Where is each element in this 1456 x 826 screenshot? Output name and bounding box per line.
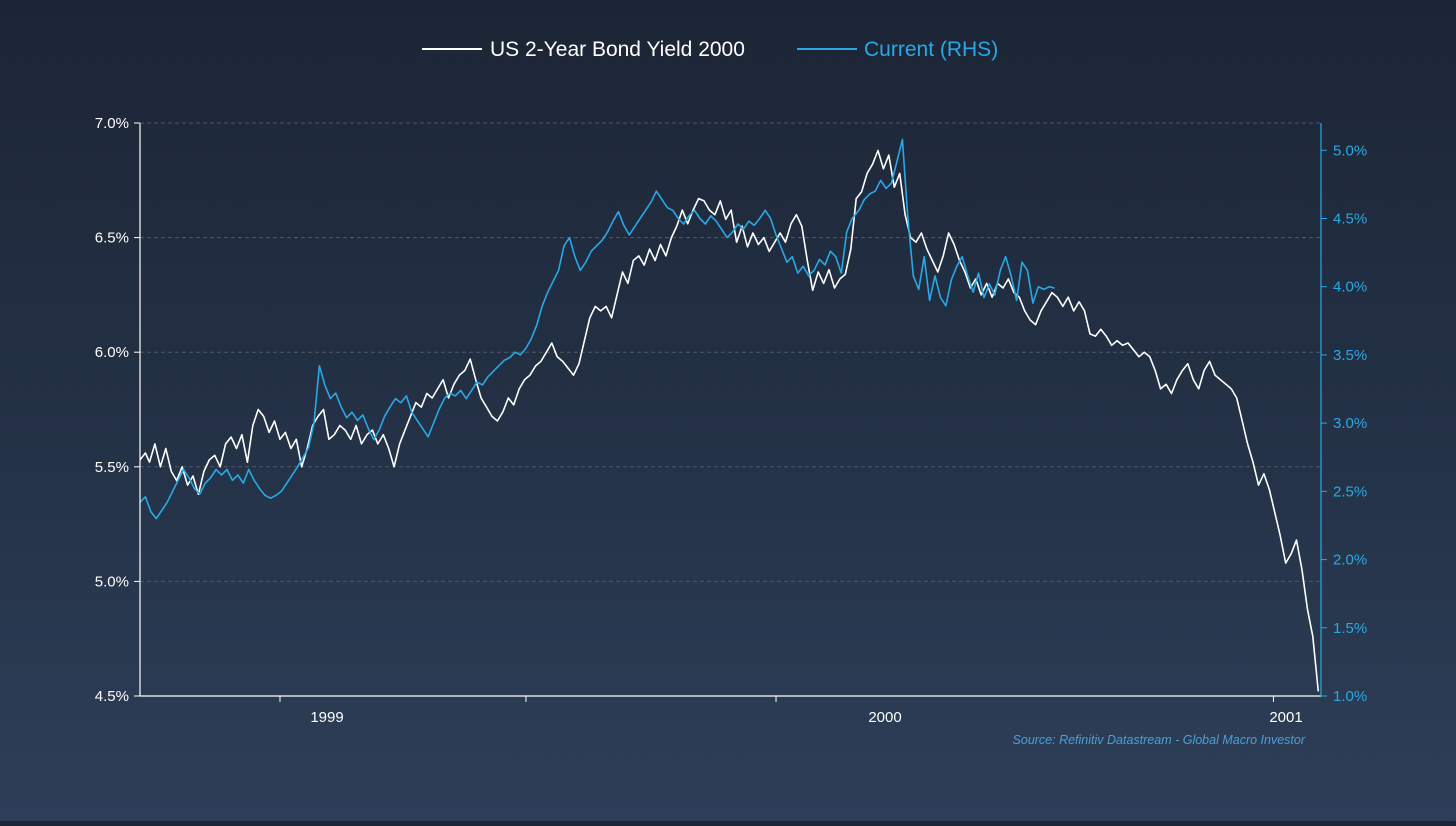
legend: US 2-Year Bond Yield 2000 Current (RHS) <box>422 38 998 61</box>
source-note: Source: Refinitiv Datastream - Global Ma… <box>1013 733 1306 747</box>
y-left-tick-label: 5.0% <box>95 573 129 590</box>
y-left-tick-label: 4.5% <box>95 688 129 705</box>
y-right-tick-label: 3.0% <box>1333 415 1367 432</box>
y-right-tick-label: 1.0% <box>1333 688 1367 705</box>
y-right-tick-label: 2.5% <box>1333 483 1367 500</box>
y-left-tick-label: 6.0% <box>95 344 129 361</box>
x-tick-label: 2001 <box>1269 709 1302 726</box>
series-line-us-2-year <box>139 149 1320 692</box>
y-right-tick-label: 1.5% <box>1333 620 1367 637</box>
gridlines <box>140 122 1321 582</box>
series-line-current <box>139 138 1055 520</box>
series-layer <box>139 138 1320 692</box>
y-right-tick-label: 5.0% <box>1333 142 1367 159</box>
y-left-tick-label: 6.5% <box>95 230 129 247</box>
y-left-tick-label: 7.0% <box>95 115 129 132</box>
legend-label-current: Current (RHS) <box>864 38 998 61</box>
y-right-tick-label: 4.0% <box>1333 279 1367 296</box>
legend-label-us-2-year: US 2-Year Bond Yield 2000 <box>490 38 745 61</box>
axes: 4.5% 5.0% 5.5% 6.0% 6.5% 7.0% 1.0% 1.5% 2.0% 2.5%… <box>95 115 1367 726</box>
y-right-tick-label: 3.5% <box>1333 347 1367 364</box>
x-tick-label: 1999 <box>310 709 343 726</box>
y-right-tick-label: 2.0% <box>1333 552 1367 569</box>
y-left-tick-label: 5.5% <box>95 459 129 476</box>
x-tick-label: 2000 <box>868 709 901 726</box>
y-right-tick-label: 4.5% <box>1333 211 1367 228</box>
